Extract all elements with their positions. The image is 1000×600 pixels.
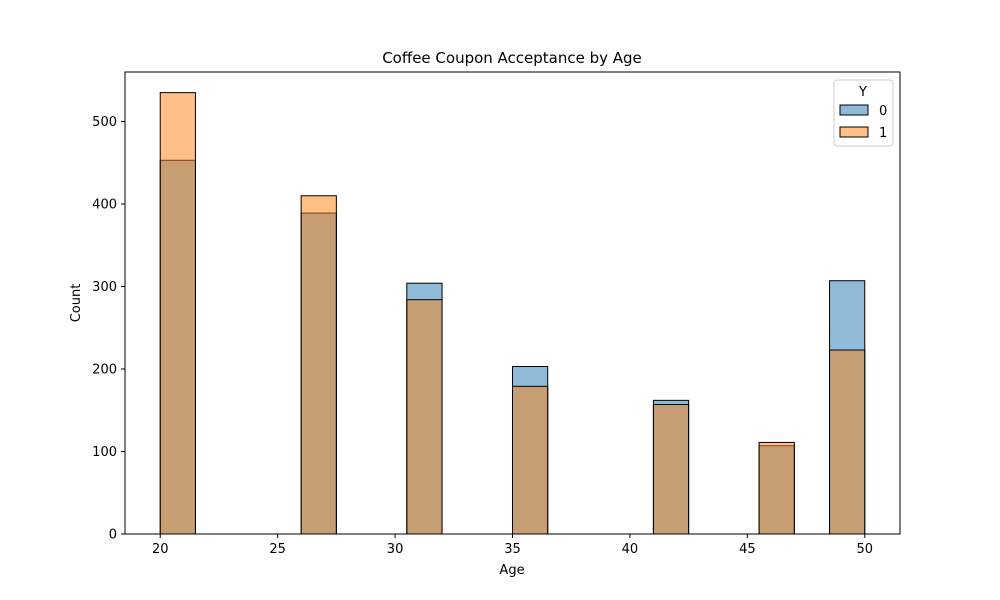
bar-y1-bin-3 [512,385,549,535]
bar-y1-bin-5 [758,441,795,535]
legend-title: Y [858,85,867,100]
bar-y1-bin-2 [406,299,443,535]
legend-label-0: 0 [879,104,887,119]
legend-swatch-1 [839,126,869,138]
y-tick-label: 400 [92,198,117,213]
x-tick-label: 40 [622,542,639,557]
bar-y1-bin-6 [829,349,866,535]
x-tick-label: 50 [856,542,873,557]
bar-y1-bin-1 [300,195,337,535]
x-tick-label: 25 [269,542,286,557]
x-tick-label: 20 [152,542,169,557]
chart-title: Coffee Coupon Acceptance by Age [382,49,642,67]
y-axis-ticks: 0 100 200 300 400 500 [92,115,125,543]
plot-frame [124,71,901,535]
x-tick-label: 35 [504,542,521,557]
x-tick-label: 30 [387,542,404,557]
x-tick-label: 45 [739,542,756,557]
legend-label-1: 1 [879,126,887,141]
y-tick-label: 0 [109,528,117,543]
x-axis-ticks: 20 25 30 35 40 45 50 [152,534,873,557]
legend-swatch-0 [839,104,869,116]
y-tick-label: 300 [92,280,117,295]
y-tick-label: 100 [92,445,117,460]
legend: Y 0 1 [833,79,894,147]
x-axis-label: Age [499,563,524,578]
y-tick-label: 200 [92,363,117,378]
bar-y1-bin-0 [159,92,196,535]
y-axis-label: Count [69,284,84,323]
bars-layer [159,92,866,535]
y-tick-label: 500 [92,115,117,130]
bar-y1-bin-4 [652,403,690,535]
